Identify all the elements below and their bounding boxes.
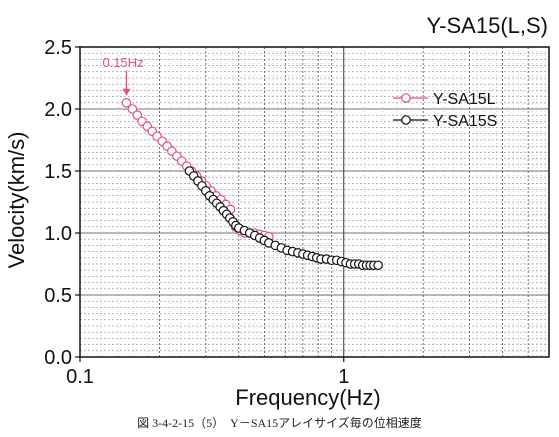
legend: Y-SA15L Y-SA15S [393, 91, 497, 130]
y-tick-label: 2.5 [44, 37, 72, 59]
data-point [127, 104, 138, 114]
annotation-arrow-head [122, 88, 131, 96]
data-point [121, 98, 132, 108]
y-tick-label: 2.0 [44, 99, 72, 121]
y-tick-label: 1.0 [44, 223, 72, 245]
series-layer [121, 98, 383, 271]
x-axis-label: Frequency(Hz) [235, 385, 380, 410]
legend-marker [401, 93, 411, 103]
y-tick-label: 0.0 [44, 347, 72, 369]
y-tick-label: 0.5 [44, 285, 72, 307]
annotation: 0.15Hz [102, 55, 144, 96]
series-y-sa15l [121, 98, 274, 242]
y-tick-label: 1.5 [44, 161, 72, 183]
annotation-label: 0.15Hz [102, 55, 143, 70]
legend-item: Y-SA15S [393, 113, 497, 130]
chart-title: Y-SA15(L,S) [427, 13, 548, 38]
figure-caption: 図 3-4-2-15（5） Y－SA15アレイサイズ毎の位相速度 [137, 416, 422, 430]
series-y-sa15s [184, 166, 383, 271]
legend-label: Y-SA15L [433, 91, 496, 108]
x-tick-label: 0.1 [66, 366, 94, 388]
axis-ticks: 0.0 0.5 1.0 1.5 2.0 2.5 0.1 1 [44, 37, 349, 388]
x-tick-label: 1 [338, 366, 349, 388]
legend-item: Y-SA15L [393, 91, 496, 108]
y-axis-label: Velocity(km/s) [4, 132, 29, 269]
plot-frame [79, 46, 550, 358]
data-point [373, 260, 383, 271]
legend-marker [401, 115, 411, 125]
data-point [132, 110, 143, 120]
legend-label: Y-SA15S [433, 113, 497, 130]
